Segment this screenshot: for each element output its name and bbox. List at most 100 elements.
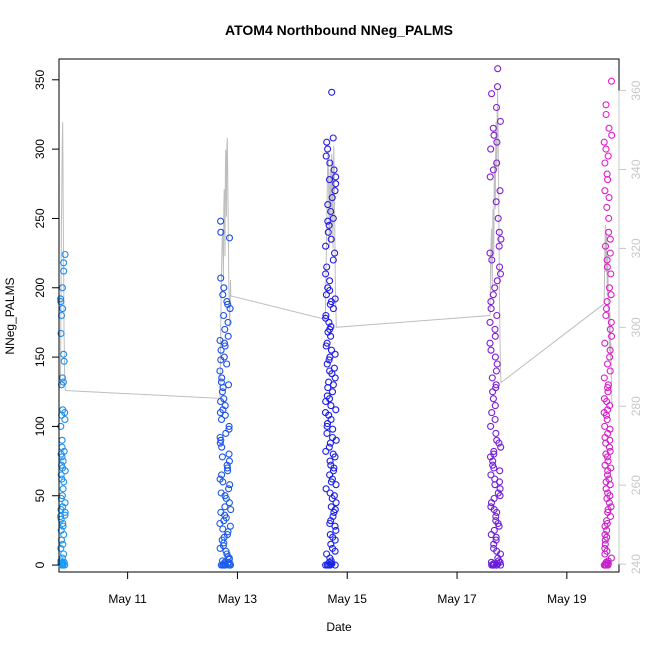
data-point bbox=[325, 221, 333, 229]
data-point bbox=[322, 314, 330, 322]
data-point bbox=[220, 311, 228, 320]
data-point bbox=[59, 378, 67, 386]
data-point bbox=[602, 101, 610, 109]
data-point bbox=[606, 425, 614, 433]
data-point bbox=[323, 422, 331, 430]
data-point bbox=[492, 367, 500, 375]
data-point bbox=[489, 388, 497, 396]
data-point bbox=[221, 325, 229, 333]
data-point bbox=[487, 471, 495, 479]
data-point bbox=[496, 467, 504, 475]
data-point bbox=[329, 467, 338, 475]
data-point bbox=[324, 228, 332, 236]
data-point bbox=[324, 284, 332, 292]
data-point bbox=[489, 166, 497, 174]
data-point bbox=[330, 166, 338, 174]
data-point bbox=[493, 360, 501, 368]
data-point bbox=[487, 145, 495, 153]
data-point bbox=[495, 242, 503, 250]
data-point bbox=[494, 489, 502, 497]
y-axis-left: 0 50 100 150 200 250 300 350 bbox=[33, 69, 60, 568]
data-point bbox=[604, 560, 612, 568]
data-point bbox=[217, 489, 225, 497]
data-point bbox=[604, 406, 612, 414]
data-point bbox=[332, 180, 340, 188]
data-point bbox=[488, 90, 496, 98]
data-point bbox=[603, 517, 611, 525]
data-point bbox=[325, 443, 333, 451]
data-point bbox=[327, 461, 335, 469]
x-tick-label: May 19 bbox=[547, 592, 587, 606]
data-point bbox=[607, 77, 616, 85]
data-point bbox=[329, 450, 337, 458]
data-point bbox=[332, 499, 340, 507]
data-point bbox=[604, 508, 612, 516]
data-point bbox=[489, 124, 497, 132]
y-axis-label: NNeg_PALMS bbox=[3, 277, 17, 354]
data-point bbox=[602, 311, 610, 320]
data-point bbox=[217, 274, 225, 282]
data-point bbox=[59, 522, 67, 530]
data-point bbox=[330, 364, 338, 372]
y2-tick-label: 240 bbox=[629, 554, 643, 574]
data-point bbox=[492, 517, 500, 525]
data-point bbox=[327, 346, 336, 354]
data-point bbox=[607, 270, 615, 278]
data-point bbox=[608, 332, 616, 340]
data-point bbox=[224, 332, 232, 340]
data-point bbox=[329, 256, 337, 264]
data-point bbox=[605, 475, 613, 483]
data-point bbox=[491, 284, 499, 292]
data-point bbox=[488, 256, 496, 264]
data-point bbox=[226, 560, 234, 568]
data-point bbox=[328, 88, 336, 96]
data-point bbox=[604, 384, 612, 392]
data-point bbox=[497, 443, 505, 451]
data-point bbox=[225, 499, 233, 507]
data-point bbox=[492, 103, 501, 112]
data-point bbox=[324, 217, 332, 225]
data-point bbox=[225, 234, 234, 242]
data-point bbox=[606, 235, 614, 243]
y2-tick-label: 320 bbox=[629, 238, 643, 258]
y-axis-right: 240 260 280 300 320 340 360 bbox=[618, 80, 643, 574]
data-point bbox=[605, 194, 613, 202]
data-point bbox=[496, 117, 504, 125]
data-point bbox=[217, 378, 225, 386]
data-point bbox=[487, 422, 495, 430]
data-point bbox=[224, 381, 233, 389]
point-series bbox=[57, 65, 616, 569]
data-point bbox=[494, 214, 502, 222]
data-point bbox=[216, 475, 224, 483]
data-point bbox=[492, 198, 500, 206]
data-point bbox=[603, 471, 612, 479]
data-point bbox=[493, 159, 501, 167]
data-point bbox=[59, 540, 67, 548]
data-point bbox=[59, 406, 67, 414]
data-point bbox=[221, 342, 229, 350]
data-point bbox=[605, 228, 613, 236]
data-point bbox=[601, 461, 609, 469]
data-point bbox=[323, 550, 331, 558]
data-point bbox=[606, 447, 614, 455]
data-point bbox=[59, 485, 67, 493]
data-point bbox=[327, 402, 335, 410]
data-point bbox=[603, 415, 611, 424]
data-point bbox=[605, 443, 614, 451]
data-point bbox=[487, 531, 495, 539]
data-point bbox=[492, 536, 500, 544]
data-point bbox=[493, 436, 501, 444]
data-point bbox=[331, 350, 339, 358]
data-point bbox=[60, 550, 68, 558]
data-point bbox=[217, 436, 225, 444]
data-point bbox=[491, 353, 499, 361]
data-point bbox=[322, 447, 330, 455]
data-point bbox=[61, 250, 69, 259]
data-point bbox=[57, 544, 65, 552]
data-point bbox=[486, 318, 494, 326]
y2-tick-label: 300 bbox=[629, 317, 643, 337]
data-point bbox=[331, 561, 339, 569]
x-axis: May 11 May 13 May 15 May 17 May 19 bbox=[108, 571, 587, 606]
data-point bbox=[489, 291, 497, 299]
x-tick-label: May 13 bbox=[218, 592, 258, 606]
